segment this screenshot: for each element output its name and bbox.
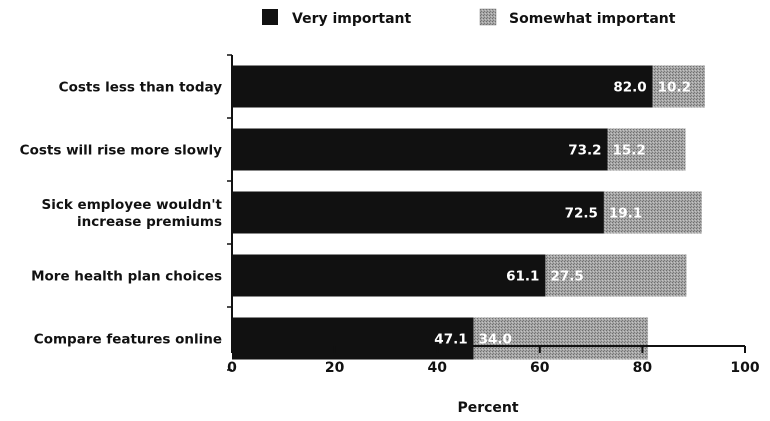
x-tick-label-40: 40 bbox=[427, 360, 447, 376]
bars-group: 82.0 10.2 73.2 15.2 72.5 19.1 61.1 27.5 47.1 34.0 bbox=[232, 65, 705, 360]
category-label-costs-less-than-today: Costs less than today bbox=[59, 80, 223, 96]
value-label-somewhat-important-costs-will-rise-more-slowly: 15.2 bbox=[613, 143, 646, 159]
bar-very-important-compare-features-online bbox=[232, 317, 474, 360]
category-label-costs-will-rise-more-slowly: Costs will rise more slowly bbox=[20, 143, 223, 159]
bar-very-important-sick-employee-wouldn-t-increase-premiums bbox=[232, 191, 604, 234]
value-label-very-important-sick-employee-wouldn-t-increase-premiums: 72.5 bbox=[565, 206, 598, 222]
value-label-very-important-costs-less-than-today: 82.0 bbox=[613, 80, 646, 96]
legend-label-somewhat-important: Somewhat important bbox=[509, 11, 676, 27]
bar-somewhat-important-sick-employee-wouldn-t-increase-premiums bbox=[603, 191, 702, 234]
value-label-very-important-more-health-plan-choices: 61.1 bbox=[506, 269, 539, 285]
category-label-sick-employee-wouldn-t-increase-premiums: Sick employee wouldn't increase premiums bbox=[42, 197, 223, 230]
bar-somewhat-important-compare-features-online bbox=[473, 317, 649, 360]
x-tick-label-100: 100 bbox=[730, 360, 759, 376]
x-tick-label-0: 0 bbox=[227, 360, 237, 376]
legend-label-very-important: Very important bbox=[292, 11, 412, 27]
legend: Very important Somewhat important bbox=[262, 8, 676, 27]
legend-swatch-very-important bbox=[262, 9, 278, 25]
bar-very-important-costs-less-than-today bbox=[232, 65, 653, 108]
value-label-very-important-compare-features-online: 47.1 bbox=[434, 332, 467, 348]
category-label-compare-features-online: Compare features online bbox=[34, 332, 222, 348]
bar-somewhat-important-costs-will-rise-more-slowly bbox=[607, 128, 686, 171]
legend-swatch-somewhat-important bbox=[479, 8, 497, 26]
x-tick-label-80: 80 bbox=[633, 360, 653, 376]
value-label-somewhat-important-costs-less-than-today: 10.2 bbox=[658, 80, 691, 96]
x-tick-label-20: 20 bbox=[325, 360, 345, 376]
value-label-somewhat-important-compare-features-online: 34.0 bbox=[479, 332, 512, 348]
x-axis-title: Percent bbox=[457, 400, 518, 416]
bar-somewhat-important-costs-less-than-today bbox=[652, 65, 705, 108]
x-tick-label-60: 60 bbox=[530, 360, 550, 376]
value-label-very-important-costs-will-rise-more-slowly: 73.2 bbox=[568, 143, 601, 159]
bar-somewhat-important-more-health-plan-choices bbox=[545, 254, 687, 297]
category-labels: Costs less than today Costs will rise mor… bbox=[20, 80, 223, 348]
bar-very-important-costs-will-rise-more-slowly bbox=[232, 128, 608, 171]
value-label-somewhat-important-more-health-plan-choices: 27.5 bbox=[550, 269, 583, 285]
value-label-somewhat-important-sick-employee-wouldn-t-increase-premiums: 19.1 bbox=[609, 206, 642, 222]
category-label-more-health-plan-choices: More health plan choices bbox=[31, 269, 222, 285]
bar-very-important-more-health-plan-choices bbox=[232, 254, 546, 297]
axes: 0 20 40 60 80 100 bbox=[227, 54, 760, 376]
